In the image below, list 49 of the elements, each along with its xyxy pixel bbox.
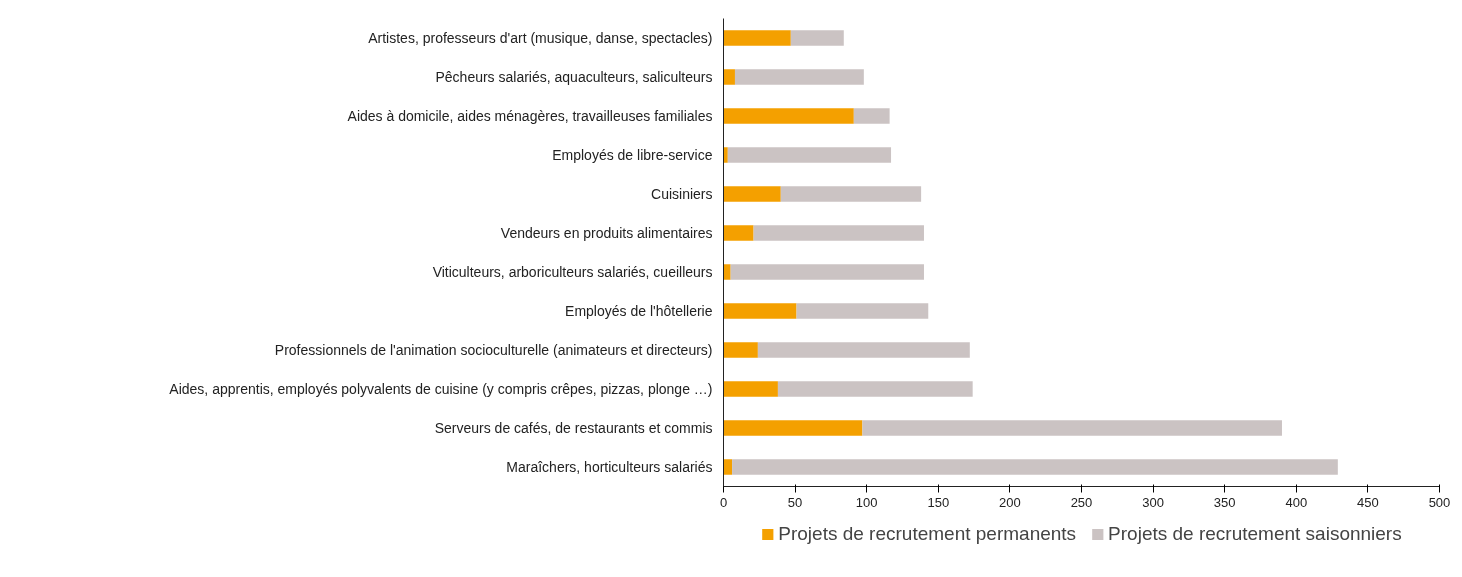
y-tick-label: Employés de libre-service	[552, 147, 713, 163]
x-tick-label: 50	[787, 494, 803, 510]
y-tick-label: Vendeurs en produits alimentaires	[500, 225, 713, 241]
bar	[723, 108, 854, 124]
bar	[790, 30, 844, 46]
y-tick-label: Professionnels de l'animation socioculturelle (animateurs et directeurs)	[274, 342, 713, 358]
bar	[777, 381, 973, 397]
x-tick-label: 450	[1357, 494, 1379, 510]
bar	[757, 342, 970, 358]
x-tick-label: 0	[719, 494, 728, 510]
legend-label: Projets de recrutement saisonniers	[1108, 523, 1402, 545]
bar	[780, 186, 922, 202]
y-tick-label: Cuisiniers	[651, 186, 713, 202]
y-tick-label: Viticulteurs, arboriculteurs salariés, cueilleurs	[432, 264, 713, 280]
bar	[723, 303, 797, 319]
y-tick-label: Maraîchers, horticulteurs salariés	[506, 459, 713, 475]
x-tick-label: 500	[1428, 494, 1451, 510]
bar	[723, 30, 791, 46]
bar	[796, 303, 929, 319]
bar	[723, 342, 758, 358]
bar	[723, 264, 731, 280]
legend-label: Projets de recrutement permanents	[778, 523, 1077, 545]
x-tick-label: 200	[999, 494, 1021, 510]
y-tick-label: Employés de l'hôtellerie	[565, 303, 713, 319]
bar	[853, 108, 890, 124]
x-tick-label: 400	[1285, 494, 1308, 510]
bar	[732, 459, 1338, 475]
y-tick-label: Serveurs de cafés, de restaurants et commis	[434, 420, 713, 436]
bar	[723, 225, 754, 241]
bar	[734, 69, 864, 85]
bar	[862, 420, 1282, 436]
bar	[730, 264, 924, 280]
bar	[723, 186, 781, 202]
y-tick-label: Aides, apprentis, employés polyvalents de cuisine (y compris crêpes, pizzas, plonge …)	[169, 381, 713, 397]
bar	[753, 225, 924, 241]
bar	[723, 69, 735, 85]
bar	[723, 459, 733, 475]
x-tick-label: 300	[1142, 494, 1164, 510]
y-tick-label: Artistes, professeurs d'art (musique, danse, spectacles)	[368, 30, 713, 46]
bar	[723, 147, 728, 163]
bar	[727, 147, 892, 163]
bar	[723, 381, 778, 397]
x-tick-label: 350	[1213, 494, 1236, 510]
y-tick-label: Aides à domicile, aides ménagères, travailleuses familiales	[347, 108, 713, 124]
x-tick-label: 250	[1070, 494, 1093, 510]
bar	[723, 420, 863, 436]
x-tick-label: 150	[927, 494, 950, 510]
x-tick-label: 100	[855, 494, 878, 510]
y-tick-label: Pêcheurs salariés, aquaculteurs, saliculteurs	[435, 69, 713, 85]
